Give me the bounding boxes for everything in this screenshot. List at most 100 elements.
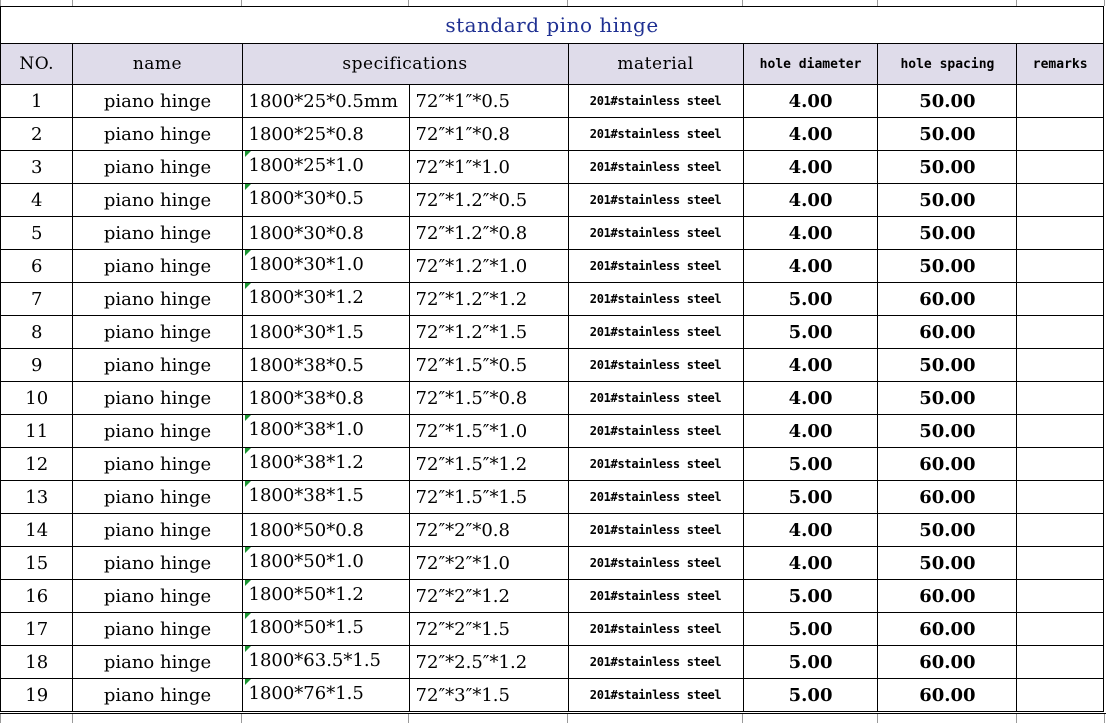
cell-material[interactable]: 201#stainless steel <box>568 547 743 580</box>
cell-hole-diameter[interactable]: 5.00 <box>743 679 878 712</box>
cell-hole-spacing[interactable]: 60.00 <box>878 283 1017 316</box>
cell-hole-spacing[interactable]: 60.00 <box>878 316 1017 349</box>
cell-no[interactable]: 8 <box>1 316 73 349</box>
cell-spec-metric[interactable]: 1800*30*1.2 <box>242 283 409 316</box>
cell-spec-metric[interactable]: 1800*50*0.8 <box>242 514 409 547</box>
cell-no[interactable]: 14 <box>1 514 73 547</box>
cell-spec-metric[interactable]: 1800*38*1.5 <box>242 481 409 514</box>
cell-spec-imperial[interactable]: 72″*1″*0.5 <box>409 85 568 118</box>
cell-spec-imperial[interactable]: 72″*3″*1.5 <box>409 679 568 712</box>
cell-material[interactable]: 201#stainless steel <box>568 283 743 316</box>
cell-no[interactable]: 19 <box>1 679 73 712</box>
cell-remarks[interactable] <box>1017 580 1104 613</box>
cell-spec-metric[interactable]: 1800*50*1.0 <box>242 547 409 580</box>
cell-material[interactable]: 201#stainless steel <box>568 382 743 415</box>
cell-hole-spacing[interactable]: 50.00 <box>878 151 1017 184</box>
cell-hole-diameter[interactable]: 4.00 <box>743 118 878 151</box>
cell-material[interactable]: 201#stainless steel <box>568 349 743 382</box>
cell-no[interactable]: 12 <box>1 448 73 481</box>
cell-spec-metric[interactable]: 1800*50*1.5 <box>242 613 409 646</box>
cell-hole-diameter[interactable]: 5.00 <box>743 613 878 646</box>
cell-no[interactable]: 13 <box>1 481 73 514</box>
cell-spec-metric[interactable]: 1800*38*0.8 <box>242 382 409 415</box>
cell-spec-imperial[interactable]: 72″*1.2″*0.5 <box>409 184 568 217</box>
cell-name[interactable]: piano hinge <box>73 217 242 250</box>
cell-name[interactable]: piano hinge <box>73 679 242 712</box>
cell-name[interactable]: piano hinge <box>73 646 242 679</box>
cell-no[interactable]: 2 <box>1 118 73 151</box>
cell-remarks[interactable] <box>1017 118 1104 151</box>
cell-spec-imperial[interactable]: 72″*1.2″*0.8 <box>409 217 568 250</box>
column-header-name[interactable]: name <box>73 44 242 85</box>
cell-spec-imperial[interactable]: 72″*1.5″*1.2 <box>409 448 568 481</box>
cell-spec-metric[interactable]: 1800*25*0.8 <box>242 118 409 151</box>
cell-spec-metric[interactable]: 1800*30*1.0 <box>242 250 409 283</box>
cell-no[interactable]: 18 <box>1 646 73 679</box>
cell-hole-spacing[interactable]: 50.00 <box>878 349 1017 382</box>
cell-material[interactable]: 201#stainless steel <box>568 151 743 184</box>
cell-material[interactable]: 201#stainless steel <box>568 217 743 250</box>
cell-hole-spacing[interactable]: 60.00 <box>878 646 1017 679</box>
cell-spec-metric[interactable]: 1800*63.5*1.5 <box>242 646 409 679</box>
column-header-hole-spacing[interactable]: hole spacing <box>878 44 1017 85</box>
cell-remarks[interactable] <box>1017 481 1104 514</box>
column-header-remarks[interactable]: remarks <box>1017 44 1104 85</box>
cell-spec-metric[interactable]: 1800*30*0.5 <box>242 184 409 217</box>
cell-name[interactable]: piano hinge <box>73 316 242 349</box>
cell-name[interactable]: piano hinge <box>73 184 242 217</box>
cell-name[interactable]: piano hinge <box>73 349 242 382</box>
cell-spec-imperial[interactable]: 72″*2″*1.5 <box>409 613 568 646</box>
cell-name[interactable]: piano hinge <box>73 382 242 415</box>
cell-hole-spacing[interactable]: 50.00 <box>878 118 1017 151</box>
column-header-material[interactable]: material <box>568 44 743 85</box>
cell-remarks[interactable] <box>1017 250 1104 283</box>
cell-spec-imperial[interactable]: 72″*1.5″*1.5 <box>409 481 568 514</box>
cell-spec-imperial[interactable]: 72″*1″*0.8 <box>409 118 568 151</box>
cell-material[interactable]: 201#stainless steel <box>568 250 743 283</box>
cell-name[interactable]: piano hinge <box>73 151 242 184</box>
cell-spec-imperial[interactable]: 72″*1.5″*1.0 <box>409 415 568 448</box>
cell-hole-spacing[interactable]: 60.00 <box>878 613 1017 646</box>
cell-spec-metric[interactable]: 1800*30*1.5 <box>242 316 409 349</box>
cell-hole-diameter[interactable]: 4.00 <box>743 184 878 217</box>
cell-spec-imperial[interactable]: 72″*1.2″*1.2 <box>409 283 568 316</box>
cell-material[interactable]: 201#stainless steel <box>568 415 743 448</box>
cell-hole-diameter[interactable]: 5.00 <box>743 481 878 514</box>
cell-spec-imperial[interactable]: 72″*1.2″*1.5 <box>409 316 568 349</box>
cell-no[interactable]: 6 <box>1 250 73 283</box>
cell-name[interactable]: piano hinge <box>73 85 242 118</box>
cell-name[interactable]: piano hinge <box>73 415 242 448</box>
cell-remarks[interactable] <box>1017 415 1104 448</box>
cell-material[interactable]: 201#stainless steel <box>568 448 743 481</box>
cell-remarks[interactable] <box>1017 217 1104 250</box>
cell-spec-metric[interactable]: 1800*25*1.0 <box>242 151 409 184</box>
cell-spec-metric[interactable]: 1800*30*0.8 <box>242 217 409 250</box>
cell-hole-spacing[interactable]: 50.00 <box>878 184 1017 217</box>
cell-hole-spacing[interactable]: 60.00 <box>878 448 1017 481</box>
cell-spec-metric[interactable]: 1800*38*0.5 <box>242 349 409 382</box>
cell-spec-imperial[interactable]: 72″*1.5″*0.5 <box>409 349 568 382</box>
cell-spec-imperial[interactable]: 72″*2″*0.8 <box>409 514 568 547</box>
cell-hole-spacing[interactable]: 60.00 <box>878 481 1017 514</box>
cell-spec-metric[interactable]: 1800*38*1.2 <box>242 448 409 481</box>
cell-hole-spacing[interactable]: 60.00 <box>878 580 1017 613</box>
cell-hole-spacing[interactable]: 50.00 <box>878 547 1017 580</box>
cell-hole-diameter[interactable]: 5.00 <box>743 283 878 316</box>
cell-hole-diameter[interactable]: 5.00 <box>743 316 878 349</box>
cell-material[interactable]: 201#stainless steel <box>568 85 743 118</box>
cell-spec-imperial[interactable]: 72″*1″*1.0 <box>409 151 568 184</box>
cell-no[interactable]: 7 <box>1 283 73 316</box>
cell-hole-spacing[interactable]: 50.00 <box>878 217 1017 250</box>
cell-remarks[interactable] <box>1017 448 1104 481</box>
cell-hole-diameter[interactable]: 4.00 <box>743 85 878 118</box>
cell-name[interactable]: piano hinge <box>73 514 242 547</box>
cell-remarks[interactable] <box>1017 382 1104 415</box>
cell-remarks[interactable] <box>1017 679 1104 712</box>
column-header-hole-diameter[interactable]: hole diameter <box>743 44 878 85</box>
cell-no[interactable]: 16 <box>1 580 73 613</box>
cell-name[interactable]: piano hinge <box>73 250 242 283</box>
cell-no[interactable]: 15 <box>1 547 73 580</box>
cell-hole-diameter[interactable]: 4.00 <box>743 382 878 415</box>
cell-name[interactable]: piano hinge <box>73 613 242 646</box>
cell-hole-diameter[interactable]: 4.00 <box>743 547 878 580</box>
